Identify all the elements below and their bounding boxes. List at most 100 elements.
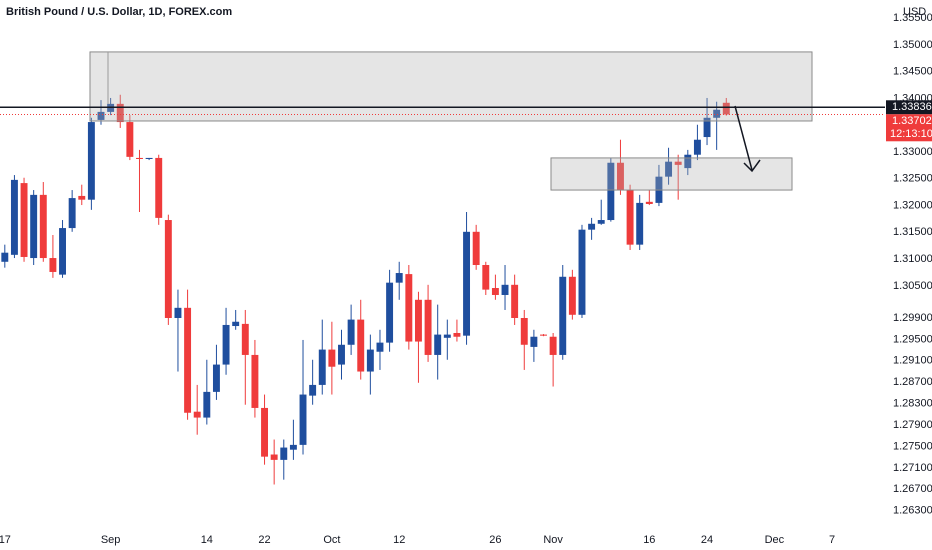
price-line-label: 1.33836 <box>892 101 932 113</box>
candle-body <box>328 349 336 367</box>
candle-body <box>684 154 692 169</box>
candle-body <box>616 162 624 191</box>
candle-body <box>482 265 490 290</box>
candle-body <box>674 161 682 165</box>
candle-body <box>203 391 211 418</box>
zone <box>550 157 793 191</box>
candle-body <box>540 334 547 336</box>
candle-body <box>434 334 442 355</box>
candle-body <box>30 194 38 259</box>
candle-body <box>722 102 730 115</box>
candle-body <box>376 342 384 352</box>
candle-body <box>511 284 519 318</box>
candle-body <box>645 201 653 204</box>
chart-title: British Pound / U.S. Dollar, 1D, FOREX.c… <box>6 6 232 18</box>
candle-body <box>568 276 576 315</box>
y-tick-label: 1.26300 <box>893 505 932 517</box>
price-line-tag <box>886 100 932 115</box>
candle-body <box>347 319 355 345</box>
candle-body <box>588 223 596 230</box>
x-tick-label: Oct <box>323 534 340 546</box>
x-tick-label: 14 <box>201 534 213 546</box>
candle-body <box>145 157 153 159</box>
candle-body <box>39 194 47 259</box>
candle-body <box>395 273 403 283</box>
y-tick-label: 1.31500 <box>893 226 932 238</box>
candle-body <box>59 228 66 275</box>
y-tick-label: 1.33000 <box>893 146 932 158</box>
y-tick-label: 1.32500 <box>893 173 932 185</box>
candle-body <box>520 318 528 345</box>
x-tick-label: 7 <box>829 534 835 546</box>
y-tick-label: 1.34500 <box>893 66 932 78</box>
candle-body <box>424 299 432 355</box>
candle-body <box>597 220 605 224</box>
y-tick-label: 1.28700 <box>893 376 932 388</box>
x-tick-label: Sep <box>101 534 121 546</box>
x-tick-label: 24 <box>701 534 713 546</box>
last-price-tag <box>886 114 932 142</box>
candle-body <box>241 323 249 355</box>
candle-body <box>222 324 230 365</box>
chart-plot <box>0 51 885 485</box>
y-tick-label: 1.26700 <box>893 483 932 495</box>
candle-body <box>20 183 28 257</box>
candle-body <box>501 284 509 295</box>
candle-body <box>318 349 326 385</box>
candle-body <box>174 307 182 318</box>
x-tick-label: 12 <box>393 534 405 546</box>
candle-body <box>549 336 557 355</box>
currency-label: USD <box>903 6 926 18</box>
candle-body <box>136 157 143 159</box>
candle-body <box>87 122 95 200</box>
y-tick-label: 1.27100 <box>893 462 932 474</box>
candle-body <box>193 411 201 418</box>
candle-body <box>126 122 134 157</box>
candle-body <box>530 336 538 347</box>
candle-body <box>49 258 57 272</box>
y-tick-label: 1.28300 <box>893 398 932 410</box>
last-price-label: 1.33702 <box>892 115 932 127</box>
y-tick-label: 1.31000 <box>893 253 932 265</box>
y-tick-label: 1.32000 <box>893 199 932 211</box>
x-tick-label: Dec <box>765 534 785 546</box>
candle-body <box>713 109 721 118</box>
candle-body <box>443 334 451 338</box>
candle-body <box>463 231 471 336</box>
candle-body <box>212 364 220 392</box>
candle-body <box>405 274 413 342</box>
candle-body <box>280 447 288 460</box>
candle-body <box>164 220 172 318</box>
candle-body <box>78 195 86 200</box>
y-tick-label: 1.30500 <box>893 280 932 292</box>
candle-body <box>184 307 192 413</box>
candle-body <box>607 162 615 221</box>
candle-body <box>155 157 163 218</box>
x-tick-label: 17 <box>0 534 11 546</box>
candle-body <box>232 321 240 327</box>
zone <box>89 51 813 122</box>
candle-body <box>472 231 480 265</box>
candle-body <box>636 202 644 245</box>
y-tick-label: 1.29500 <box>893 333 932 345</box>
arrow <box>734 105 753 171</box>
candle-body <box>559 276 567 355</box>
candle-body <box>386 282 394 343</box>
candle-body <box>665 161 673 177</box>
countdown-label: 12:13:10 <box>890 128 932 140</box>
candle-body <box>338 344 345 365</box>
candle-body <box>414 299 422 342</box>
y-tick-label: 1.27500 <box>893 440 932 452</box>
candle-body <box>453 332 461 337</box>
y-tick-label: 1.35500 <box>893 12 932 24</box>
candle-body <box>703 117 711 138</box>
candle-body <box>693 139 701 155</box>
candle-body <box>491 288 499 295</box>
x-tick-label: Nov <box>543 534 563 546</box>
candle-body <box>578 229 586 315</box>
x-tick-label: 16 <box>643 534 655 546</box>
y-tick-label: 1.35000 <box>893 39 932 51</box>
arrow-head <box>743 159 761 173</box>
candle-body <box>357 319 365 372</box>
